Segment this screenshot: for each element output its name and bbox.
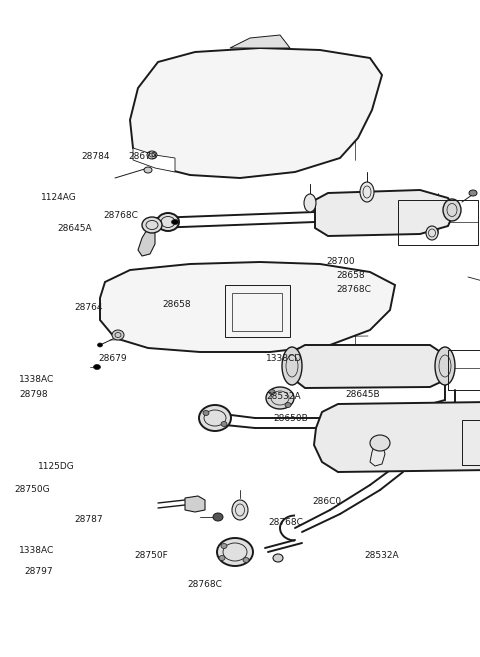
Ellipse shape (94, 365, 100, 369)
Text: 28784: 28784 (82, 152, 110, 161)
Polygon shape (315, 190, 455, 236)
Ellipse shape (199, 405, 231, 431)
Ellipse shape (469, 190, 477, 196)
Polygon shape (100, 262, 395, 352)
Text: 286C0: 286C0 (312, 497, 341, 506)
Ellipse shape (360, 182, 374, 202)
Ellipse shape (144, 167, 152, 173)
Text: 1338AC: 1338AC (19, 546, 54, 555)
Text: 28750G: 28750G (14, 485, 50, 494)
Polygon shape (185, 496, 205, 512)
Text: 28787: 28787 (74, 514, 103, 524)
Text: 28658: 28658 (336, 271, 365, 281)
Polygon shape (314, 402, 480, 472)
Ellipse shape (112, 330, 124, 340)
Text: 1125DG: 1125DG (38, 462, 75, 471)
Bar (448, 350, 480, 390)
Text: 1124AG: 1124AG (41, 193, 76, 202)
Ellipse shape (217, 538, 253, 566)
Ellipse shape (285, 403, 291, 407)
Ellipse shape (219, 556, 225, 560)
Ellipse shape (171, 219, 179, 225)
Text: 28798: 28798 (19, 390, 48, 399)
Polygon shape (292, 345, 448, 388)
Polygon shape (133, 148, 175, 172)
Polygon shape (230, 35, 290, 48)
Polygon shape (130, 48, 382, 178)
Ellipse shape (370, 435, 390, 451)
Text: 28650B: 28650B (274, 414, 308, 423)
Bar (462, 420, 480, 465)
Ellipse shape (304, 194, 316, 212)
Bar (225, 285, 290, 337)
Ellipse shape (221, 543, 227, 549)
Text: 1338AC: 1338AC (19, 374, 54, 384)
Ellipse shape (142, 217, 162, 233)
Ellipse shape (266, 387, 294, 409)
Ellipse shape (221, 422, 227, 426)
Ellipse shape (243, 558, 249, 562)
Text: 28797: 28797 (24, 567, 53, 576)
Ellipse shape (203, 411, 209, 415)
Bar (232, 293, 282, 331)
Text: 28645A: 28645A (58, 224, 92, 233)
Text: 28532A: 28532A (266, 392, 301, 401)
Ellipse shape (232, 500, 248, 520)
Text: 28700: 28700 (326, 257, 355, 266)
Text: 28750F: 28750F (134, 551, 168, 560)
Text: 28679: 28679 (129, 152, 157, 161)
Ellipse shape (443, 199, 461, 221)
Text: 1338CD: 1338CD (266, 353, 302, 363)
Ellipse shape (97, 343, 103, 347)
Ellipse shape (157, 213, 179, 231)
Ellipse shape (435, 347, 455, 385)
Ellipse shape (282, 347, 302, 385)
Polygon shape (138, 228, 155, 256)
Ellipse shape (426, 226, 438, 240)
Ellipse shape (273, 554, 283, 562)
Text: 28768C: 28768C (336, 284, 371, 294)
Ellipse shape (269, 390, 275, 394)
Ellipse shape (213, 513, 223, 521)
Text: 28658: 28658 (162, 300, 191, 309)
Text: 28679: 28679 (98, 353, 127, 363)
Bar (398, 200, 478, 245)
Text: 28645B: 28645B (346, 390, 380, 399)
Text: 28532A: 28532A (365, 551, 399, 560)
Text: 28764: 28764 (74, 303, 103, 312)
Text: 28768C: 28768C (103, 211, 138, 220)
Ellipse shape (147, 151, 157, 159)
Text: 28768C: 28768C (187, 580, 222, 589)
Text: 28768C: 28768C (269, 518, 304, 527)
